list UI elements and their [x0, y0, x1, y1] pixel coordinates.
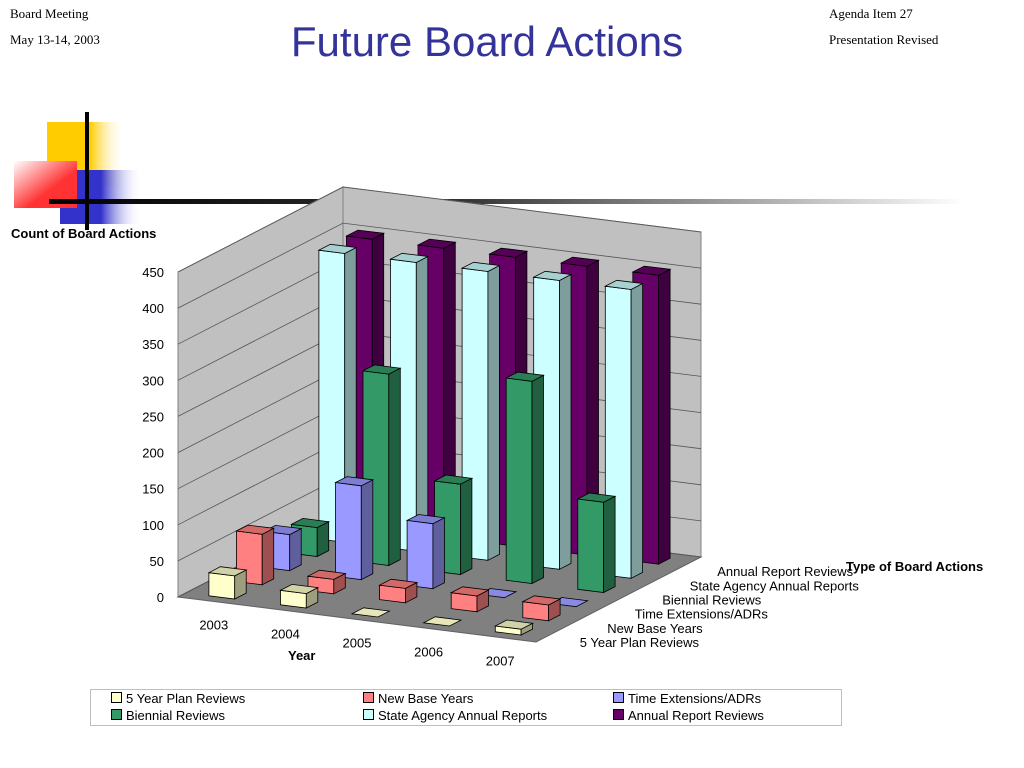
bar: [521, 595, 562, 622]
legend-label: Time Extensions/ADRs: [628, 691, 762, 706]
legend-label: Biennial Reviews: [126, 708, 225, 723]
y-tick-label: 250: [142, 409, 164, 424]
y-axis-ticks: 0 50 100 150 200 250 300 350 400 450: [142, 265, 164, 605]
legend-item: Biennial Reviews: [111, 708, 225, 724]
legend-item: 5 Year Plan Reviews: [111, 691, 245, 707]
bar: [576, 492, 617, 594]
gridline: [177, 186, 702, 273]
gridline: [177, 222, 702, 309]
bar: [378, 578, 419, 604]
bar: [493, 619, 534, 636]
legend-label: Annual Report Reviews: [628, 708, 764, 723]
legend-swatch: [363, 709, 374, 720]
bar: [279, 583, 320, 609]
y-axis-title: Count of Board Actions: [11, 226, 156, 241]
depth-tick-label: Biennial Reviews: [662, 592, 761, 607]
legend-swatch: [111, 692, 122, 703]
bar: [422, 616, 463, 627]
bar: [317, 243, 358, 543]
x-tick-label: 2006: [414, 645, 443, 660]
header-left-line2: May 13-14, 2003: [10, 32, 100, 47]
y-tick-label: 400: [142, 301, 164, 316]
bars: [207, 229, 672, 636]
legend-swatch: [111, 709, 122, 720]
y-tick-label: 50: [150, 554, 164, 569]
depth-axis-title: Type of Board Actions: [846, 559, 983, 574]
legend-swatch: [613, 692, 624, 703]
y-tick-label: 100: [142, 518, 164, 533]
header-left-line1: Board Meeting: [10, 6, 89, 21]
legend-swatch: [613, 709, 624, 720]
depth-tick-label: State Agency Annual Reports: [690, 578, 860, 593]
y-tick-label: 350: [142, 337, 164, 352]
y-tick-label: 200: [142, 446, 164, 461]
decor-vertical-line: [85, 112, 89, 230]
depth-tick-label: New Base Years: [607, 621, 703, 636]
header-right-line2: Presentation Revised: [829, 32, 939, 47]
y-tick-label: 0: [157, 590, 164, 605]
legend-label: State Agency Annual Reports: [378, 708, 548, 723]
legend-swatch: [363, 692, 374, 703]
bar: [334, 476, 375, 581]
x-tick-label: 2003: [199, 618, 228, 633]
page-title: Future Board Actions: [290, 18, 684, 65]
bar: [449, 586, 490, 613]
legend-label: New Base Years: [378, 691, 474, 706]
legend-item: Annual Report Reviews: [613, 708, 764, 724]
y-tick-label: 450: [142, 265, 164, 280]
legend-item: State Agency Annual Reports: [363, 708, 547, 724]
bar: [207, 566, 248, 600]
decor-horizontal-line: [49, 199, 964, 204]
header-right-line1: Agenda Item 27: [829, 6, 913, 21]
x-axis-title: Year: [288, 648, 315, 663]
depth-tick-label: Annual Report Reviews: [717, 564, 853, 579]
x-axis-ticks: 2003 2004 2005 2006 2007: [199, 618, 514, 669]
x-tick-label: 2005: [343, 636, 372, 651]
depth-tick-label: 5 Year Plan Reviews: [580, 635, 700, 650]
legend-item: Time Extensions/ADRs: [613, 691, 761, 707]
y-tick-label: 150: [142, 482, 164, 497]
x-tick-label: 2007: [486, 654, 515, 669]
x-tick-label: 2004: [271, 627, 300, 642]
bar: [504, 371, 545, 585]
corner-decoration: [14, 112, 964, 230]
legend: 5 Year Plan Reviews New Base Years Time Ex…: [90, 689, 842, 726]
y-tick-label: 300: [142, 373, 164, 388]
legend-item: New Base Years: [363, 691, 473, 707]
bar: [350, 607, 391, 618]
legend-label: 5 Year Plan Reviews: [126, 691, 246, 706]
bar: [405, 514, 446, 590]
depth-tick-label: Time Extensions/ADRs: [635, 607, 769, 622]
